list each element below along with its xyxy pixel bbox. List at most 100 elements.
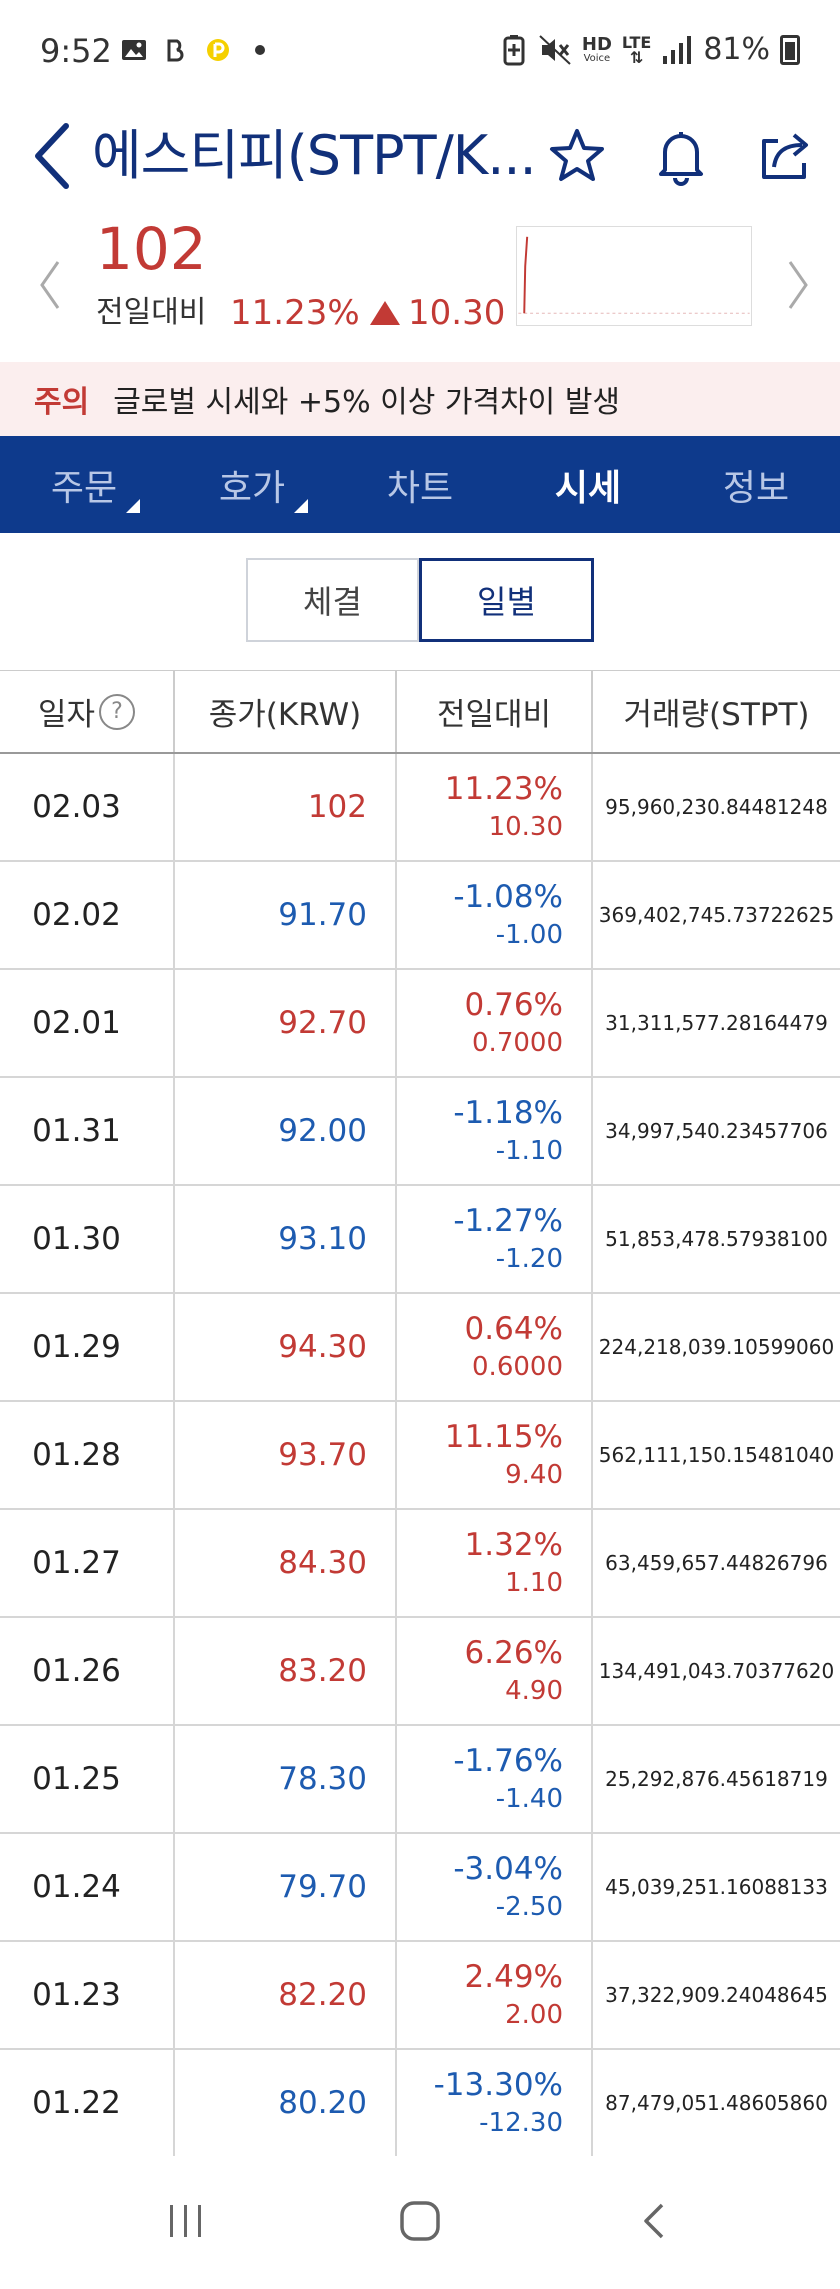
main-tabs: 주문 호가 차트 시세 정보 (0, 436, 840, 533)
header: 에스티피(STPT/K... (0, 100, 840, 210)
row-change: -13.30% -12.30 (397, 2050, 593, 2156)
row-volume: 87,479,051.48605860 (605, 2091, 828, 2115)
up-triangle-icon (370, 301, 400, 325)
share-button[interactable] (750, 116, 820, 196)
current-price: 102 (96, 215, 207, 283)
row-change-rate: -1.27% (453, 1203, 563, 1239)
tab-orderbook[interactable]: 호가 (168, 436, 336, 533)
row-change: -1.08% -1.00 (397, 862, 593, 968)
row-change: -1.18% -1.10 (397, 1078, 593, 1184)
row-change: -1.76% -1.40 (397, 1726, 593, 1832)
row-volume: 34,997,540.23457706 (605, 1119, 828, 1143)
row-change: 6.26% 4.90 (397, 1618, 593, 1724)
table-row[interactable]: 01.30 93.10 -1.27% -1.20 51,853,478.57938100 (0, 1186, 840, 1294)
table-row[interactable]: 01.23 82.20 2.49% 2.00 37,322,909.24048645 (0, 1942, 840, 2050)
row-date: 01.26 (0, 1618, 175, 1724)
favorite-button[interactable] (542, 116, 612, 196)
tab-expand-icon (294, 499, 308, 513)
table-row[interactable]: 02.01 92.70 0.76% 0.7000 31,311,577.28164479 (0, 970, 840, 1078)
hd-label: HD (581, 33, 612, 55)
back-arrow-icon[interactable] (28, 118, 76, 194)
p-app-icon (207, 39, 229, 61)
row-close: 91.70 (175, 862, 397, 968)
table-row[interactable]: 01.31 92.00 -1.18% -1.10 34,997,540.23457706 (0, 1078, 840, 1186)
lte-icon: LTE ⇅ (621, 32, 652, 67)
lte-arrows-icon: ⇅ (629, 47, 644, 67)
row-close: 78.30 (175, 1726, 397, 1832)
recent-apps-icon (170, 2205, 201, 2237)
row-change-rate: -13.30% (433, 2067, 563, 2103)
prev-coin-icon[interactable] (30, 250, 70, 320)
tab-order[interactable]: 주문 (0, 436, 168, 533)
table-row[interactable]: 02.02 91.70 -1.08% -1.00 369,402,745.7372262… (0, 862, 840, 970)
table-row[interactable]: 02.03 102 11.23% 10.30 95,960,230.84481248 (0, 754, 840, 862)
table-row[interactable]: 01.24 79.70 -3.04% -2.50 45,039,251.16088133 (0, 1834, 840, 1942)
notice-text: 글로벌 시세와 +5% 이상 가격차이 발생 (113, 385, 621, 420)
table-row[interactable]: 01.29 94.30 0.64% 0.6000 224,218,039.1059906… (0, 1294, 840, 1402)
row-close: 102 (175, 754, 397, 860)
row-change: 1.32% 1.10 (397, 1510, 593, 1616)
status-time: 9:52 (40, 32, 112, 70)
table-row[interactable]: 01.27 84.30 1.32% 1.10 63,459,657.44826796 (0, 1510, 840, 1618)
row-date: 01.28 (0, 1402, 175, 1508)
row-change-rate: 0.76% (464, 987, 563, 1023)
row-change-amount: 4.90 (505, 1676, 563, 1706)
row-date: 01.31 (0, 1078, 175, 1184)
daily-button[interactable]: 일별 (419, 558, 594, 642)
row-change-amount: 0.7000 (472, 1028, 563, 1058)
row-date: 01.24 (0, 1834, 175, 1940)
status-bar: 9:52 HD Voice LTE ⇅ 81% (0, 0, 840, 100)
notice-tag: 주의 (34, 385, 90, 420)
tab-market-price[interactable]: 시세 (504, 436, 672, 533)
row-change-amount: -1.40 (495, 1784, 563, 1814)
change-rate: 11.23% (230, 293, 360, 333)
page-title: 에스티피(STPT/K... (92, 124, 537, 187)
row-change-amount: -1.00 (495, 920, 563, 950)
status-left-icons (120, 36, 274, 64)
mute-icon (539, 34, 571, 65)
next-coin-icon[interactable] (778, 250, 818, 320)
trades-button[interactable]: 체결 (246, 558, 419, 642)
row-change-rate: -1.18% (453, 1095, 563, 1131)
table-row[interactable]: 01.28 93.70 11.15% 9.40 562,111,150.15481040 (0, 1402, 840, 1510)
recent-apps-button[interactable] (146, 2186, 226, 2256)
row-change: 11.15% 9.40 (397, 1402, 593, 1508)
header-change: 전일대비 (397, 671, 593, 752)
dot-icon (255, 45, 265, 55)
row-change: 11.23% 10.30 (397, 754, 593, 860)
row-volume: 37,322,909.24048645 (605, 1983, 828, 2007)
row-change: 0.64% 0.6000 (397, 1294, 593, 1400)
compare-label: 전일대비 (96, 295, 207, 330)
row-change-rate: 1.32% (464, 1527, 563, 1563)
row-volume: 63,459,657.44826796 (605, 1551, 828, 1575)
help-icon[interactable]: ? (99, 693, 136, 730)
table-row[interactable]: 01.25 78.30 -1.76% -1.40 25,292,876.45618719 (0, 1726, 840, 1834)
row-volume: 134,491,043.70377620 (598, 1659, 835, 1683)
battery-saver-icon (503, 34, 525, 65)
share-icon (762, 133, 808, 179)
tab-chart[interactable]: 차트 (336, 436, 504, 533)
row-change-rate: -1.76% (453, 1743, 563, 1779)
row-change: -3.04% -2.50 (397, 1834, 593, 1940)
row-close: 93.70 (175, 1402, 397, 1508)
row-date: 01.23 (0, 1942, 175, 2048)
battery-icon (780, 34, 800, 65)
home-icon (400, 2201, 440, 2241)
row-close: 94.30 (175, 1294, 397, 1400)
system-back-button[interactable] (616, 2186, 696, 2256)
row-change-rate: 6.26% (464, 1635, 563, 1671)
table-row[interactable]: 01.26 83.20 6.26% 4.90 134,491,043.70377620 (0, 1618, 840, 1726)
home-button[interactable] (380, 2186, 460, 2256)
table-row[interactable]: 01.22 80.20 -13.30% -12.30 87,479,051.486058… (0, 2050, 840, 2158)
row-change-rate: -1.08% (453, 879, 563, 915)
tab-info[interactable]: 정보 (672, 436, 840, 533)
bell-icon (659, 132, 703, 186)
lte-label: LTE (621, 32, 652, 52)
mini-chart-line (523, 236, 529, 314)
alert-button[interactable] (646, 116, 716, 196)
header-date-label: 일자 (37, 697, 96, 733)
row-change-amount: -12.30 (479, 2108, 563, 2138)
row-change-amount: -2.50 (495, 1892, 563, 1922)
row-change-amount: 9.40 (505, 1460, 563, 1490)
row-close: 92.70 (175, 970, 397, 1076)
